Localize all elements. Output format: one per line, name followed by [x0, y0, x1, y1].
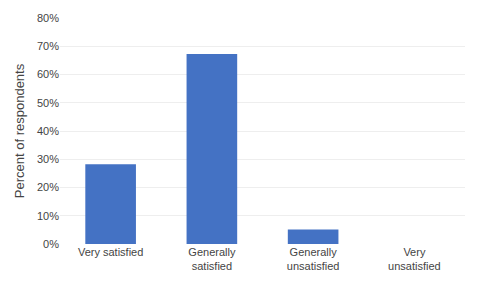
- svg-text:Generallyunsatisfied: Generallyunsatisfied: [287, 246, 340, 272]
- svg-text:80%: 80%: [37, 12, 59, 24]
- svg-text:0%: 0%: [43, 238, 59, 250]
- svg-text:Generallysatisfied: Generallysatisfied: [188, 246, 236, 272]
- svg-text:20%: 20%: [37, 181, 59, 193]
- svg-text:40%: 40%: [37, 125, 59, 137]
- svg-text:Very satisfied: Very satisfied: [78, 246, 143, 258]
- svg-text:50%: 50%: [37, 97, 59, 109]
- svg-text:70%: 70%: [37, 40, 59, 52]
- svg-text:Veryunsatisfied: Veryunsatisfied: [388, 246, 441, 272]
- svg-text:Percent of respondents: Percent of respondents: [12, 63, 27, 198]
- svg-text:30%: 30%: [37, 153, 59, 165]
- svg-text:10%: 10%: [37, 210, 59, 222]
- svg-text:60%: 60%: [37, 68, 59, 80]
